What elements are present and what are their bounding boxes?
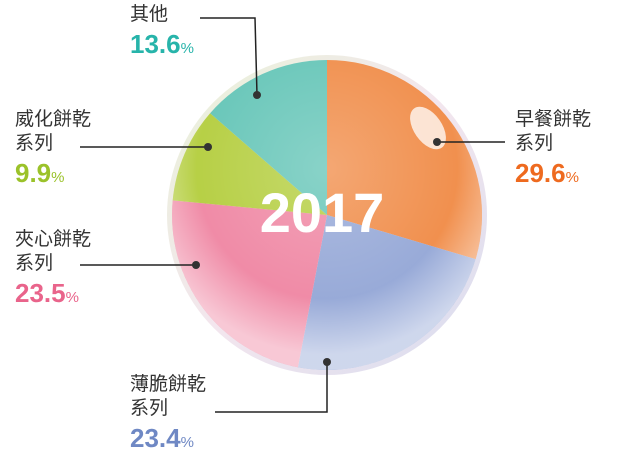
category-label: 其他 xyxy=(130,3,168,25)
category-line: 其他 xyxy=(130,3,168,25)
category-line: 系列 xyxy=(15,132,53,154)
center-label: 2017 xyxy=(260,181,385,244)
value-number: 9.9 xyxy=(15,158,51,188)
category-label: 薄脆餅乾系列 xyxy=(130,373,206,419)
value-unit: % xyxy=(66,289,79,306)
value-unit: % xyxy=(566,169,579,186)
value-unit: % xyxy=(181,434,194,451)
value-number: 23.5 xyxy=(15,278,66,308)
category-line: 系列 xyxy=(130,397,168,419)
category-line: 威化餅乾 xyxy=(15,108,91,130)
value-number: 29.6 xyxy=(515,158,566,188)
leader-dot xyxy=(323,358,331,366)
category-label: 威化餅乾系列 xyxy=(15,108,91,154)
category-line: 早餐餅乾 xyxy=(515,108,591,130)
category-line: 夾心餅乾 xyxy=(15,228,91,250)
category-label: 夾心餅乾系列 xyxy=(15,228,91,274)
value-label: 23.4% xyxy=(130,423,194,453)
value-unit: % xyxy=(51,169,64,186)
value-label: 13.6% xyxy=(130,29,194,59)
value-number: 23.4 xyxy=(130,423,181,453)
leader-dot xyxy=(192,261,200,269)
category-line: 薄脆餅乾 xyxy=(130,373,206,395)
value-label: 29.6% xyxy=(515,158,579,188)
value-number: 13.6 xyxy=(130,29,181,59)
category-line: 系列 xyxy=(515,132,553,154)
value-unit: % xyxy=(181,40,194,57)
value-label: 23.5% xyxy=(15,278,79,308)
chart: 2017 早餐餅乾系列29.6%薄脆餅乾系列23.4%夾心餅乾系列23.5%威化… xyxy=(0,0,620,460)
category-line: 系列 xyxy=(15,252,53,274)
leader-dot xyxy=(433,138,441,146)
value-label: 9.9% xyxy=(15,158,65,188)
leader-dot xyxy=(253,91,261,99)
leader-dot xyxy=(204,143,212,151)
category-label: 早餐餅乾系列 xyxy=(515,108,591,154)
